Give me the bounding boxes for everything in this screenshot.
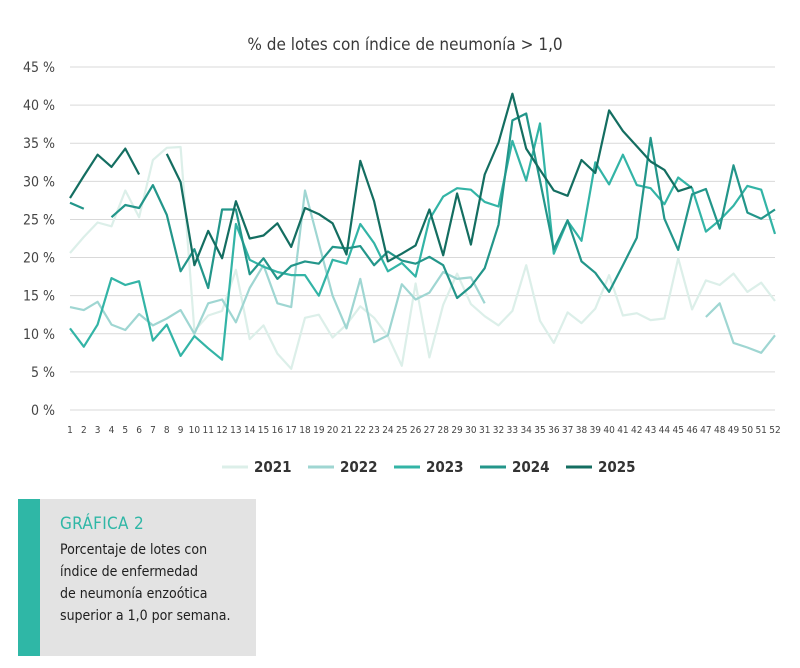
x-tick-label: 10 <box>189 425 201 436</box>
x-tick-label: 51 <box>755 425 766 436</box>
x-tick-label: 34 <box>520 425 532 436</box>
series-line-2023 <box>69 122 777 361</box>
x-tick-label: 26 <box>410 425 422 436</box>
line-chart: % de lotes con índice de neumonía > 1,0 … <box>23 35 781 476</box>
x-tick-label: 52 <box>769 425 780 436</box>
x-tick-label: 24 <box>382 425 394 436</box>
x-tick-label: 33 <box>507 425 518 436</box>
x-tick-label: 12 <box>216 425 227 436</box>
x-tick-label: 16 <box>272 425 284 436</box>
series-line-2021 <box>69 145 776 370</box>
caption-line: índice de enfermedad <box>60 564 198 580</box>
caption-text: Porcentaje de lotes con índice de enferm… <box>60 539 240 627</box>
x-tick-label: 36 <box>548 425 560 436</box>
legend: 2021 2022 2023 2024 2025 <box>222 458 636 476</box>
legend-label-2025: 2025 <box>598 458 636 476</box>
legend-label-2024: 2024 <box>512 458 550 476</box>
x-tick-label: 17 <box>285 425 296 436</box>
x-tick-label: 22 <box>355 425 366 436</box>
x-tick-label: 40 <box>603 425 615 436</box>
y-tick-label: 10 % <box>23 327 55 343</box>
series-line-2022 <box>69 189 776 354</box>
x-tick-label: 20 <box>327 425 339 436</box>
x-tick-label: 18 <box>299 425 311 436</box>
x-tick-label: 11 <box>203 425 214 436</box>
x-tick-label: 45 <box>673 425 684 436</box>
x-tick-label: 38 <box>576 425 588 436</box>
x-tick-label: 43 <box>645 425 656 436</box>
caption-accent-bar <box>18 499 40 656</box>
y-tick-label: 45 % <box>23 60 55 76</box>
x-tick-label: 35 <box>534 425 545 436</box>
caption-line: de neumonía enzoótica <box>60 586 208 602</box>
legend-label-2023: 2023 <box>426 458 464 476</box>
y-tick-label: 25 % <box>23 212 55 228</box>
x-tick-label: 25 <box>396 425 407 436</box>
x-tick-label: 42 <box>631 425 642 436</box>
y-tick-label: 0 % <box>31 403 55 419</box>
legend-label-2021: 2021 <box>254 458 292 476</box>
x-tick-label: 39 <box>590 425 602 436</box>
caption-line: Porcentaje de lotes con <box>60 542 208 558</box>
x-tick-label: 2 <box>81 425 87 436</box>
x-tick-label: 27 <box>424 425 435 436</box>
x-tick-label: 47 <box>700 425 711 436</box>
caption-heading: GRÁFICA 2 <box>60 514 144 534</box>
x-tick-label: 41 <box>617 425 628 436</box>
x-tick-label: 8 <box>164 425 170 436</box>
x-tick-label: 5 <box>122 425 128 436</box>
y-tick-label: 35 % <box>23 136 55 152</box>
x-tick-label: 15 <box>258 425 269 436</box>
x-tick-label: 28 <box>438 425 450 436</box>
figure-caption-box: GRÁFICA 2 Porcentaje de lotes con índice… <box>18 499 256 656</box>
caption-line: superior a 1,0 por semana. <box>60 608 231 624</box>
x-tick-label: 4 <box>109 425 115 436</box>
y-tick-label: 5 % <box>31 365 55 381</box>
x-tick-label: 29 <box>451 425 463 436</box>
series-line-2024 <box>69 112 776 300</box>
x-tick-label: 7 <box>150 425 156 436</box>
x-tick-label: 6 <box>136 425 142 436</box>
y-tick-label: 15 % <box>23 289 55 305</box>
x-tick-label: 46 <box>686 425 698 436</box>
x-tick-label: 31 <box>479 425 490 436</box>
y-axis-tick-labels: 0 % 5 % 10 % 15 % 20 % 25 % 30 % 35 % 40 % 45 % <box>23 60 55 419</box>
x-tick-label: 44 <box>659 425 671 436</box>
y-tick-label: 40 % <box>23 98 55 114</box>
series-line-2025 <box>69 92 693 267</box>
y-tick-label: 20 % <box>23 251 55 267</box>
x-tick-label: 32 <box>493 425 504 436</box>
x-tick-label: 23 <box>368 425 379 436</box>
x-tick-label: 48 <box>714 425 726 436</box>
x-tick-label: 37 <box>562 425 573 436</box>
x-tick-label: 14 <box>244 425 256 436</box>
chart-title: % de lotes con índice de neumonía > 1,0 <box>247 35 562 55</box>
x-tick-label: 21 <box>341 425 352 436</box>
gridlines <box>70 66 775 411</box>
x-tick-label: 49 <box>728 425 740 436</box>
x-tick-label: 13 <box>230 425 241 436</box>
x-tick-label: 30 <box>465 425 477 436</box>
series-lines <box>69 92 777 370</box>
x-tick-label: 50 <box>742 425 754 436</box>
x-tick-label: 19 <box>313 425 325 436</box>
x-tick-label: 1 <box>67 425 73 436</box>
x-tick-label: 9 <box>178 425 184 436</box>
x-axis-tick-labels: 1 2 3 4 5 6 7 8 9 10 11 12 13 14 15 16 17 18 19 20 21 22 23 24 2… <box>67 425 781 436</box>
legend-label-2022: 2022 <box>340 458 378 476</box>
x-tick-label: 3 <box>95 425 101 436</box>
y-tick-label: 30 % <box>23 174 55 190</box>
